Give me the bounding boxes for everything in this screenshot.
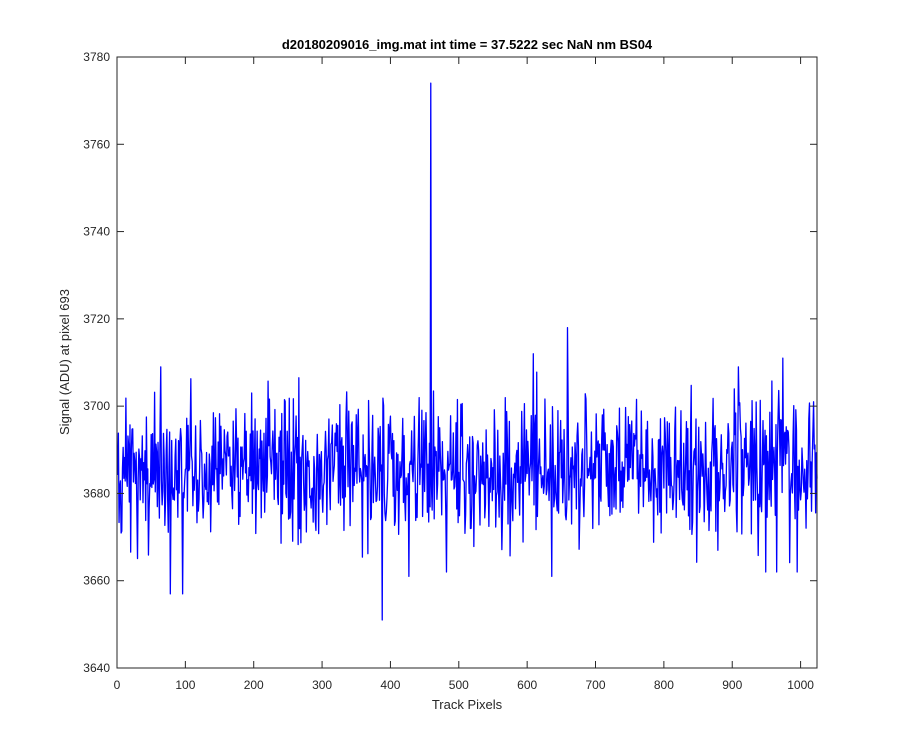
y-tick-label: 3680	[83, 486, 110, 500]
x-tick-label: 0	[114, 678, 121, 692]
y-tick-label: 3640	[83, 661, 110, 675]
y-tick-label: 3660	[83, 574, 110, 588]
y-tick-label: 3760	[83, 137, 110, 151]
x-tick-label: 900	[722, 678, 742, 692]
series-layer	[117, 82, 818, 621]
x-tick-label: 500	[449, 678, 469, 692]
x-tick-label: 400	[380, 678, 400, 692]
x-axis: 0 100 200 300 400 500 600 700 800 900 1000	[114, 57, 814, 692]
x-axis-label: Track Pixels	[432, 697, 503, 712]
x-tick-label: 100	[175, 678, 195, 692]
y-tick-label: 3780	[83, 50, 110, 64]
y-tick-label: 3700	[83, 399, 110, 413]
x-tick-label: 200	[244, 678, 264, 692]
axes-box	[116, 56, 818, 669]
plot-area	[117, 57, 817, 668]
x-tick-label: 800	[654, 678, 674, 692]
chart-title: d20180209016_img.mat int time = 37.5222 …	[282, 37, 653, 52]
x-tick-label: 1000	[787, 678, 814, 692]
x-tick-label: 300	[312, 678, 332, 692]
signal-series-line	[117, 82, 818, 621]
y-tick-label: 3720	[83, 312, 110, 326]
x-tick-label: 700	[586, 678, 606, 692]
y-tick-label: 3740	[83, 225, 110, 239]
y-axis: 3640 3660 3680 3700 3720 3740 3760 3780	[83, 50, 817, 675]
y-axis-label: Signal (ADU) at pixel 693	[57, 289, 72, 435]
x-tick-label: 600	[517, 678, 537, 692]
